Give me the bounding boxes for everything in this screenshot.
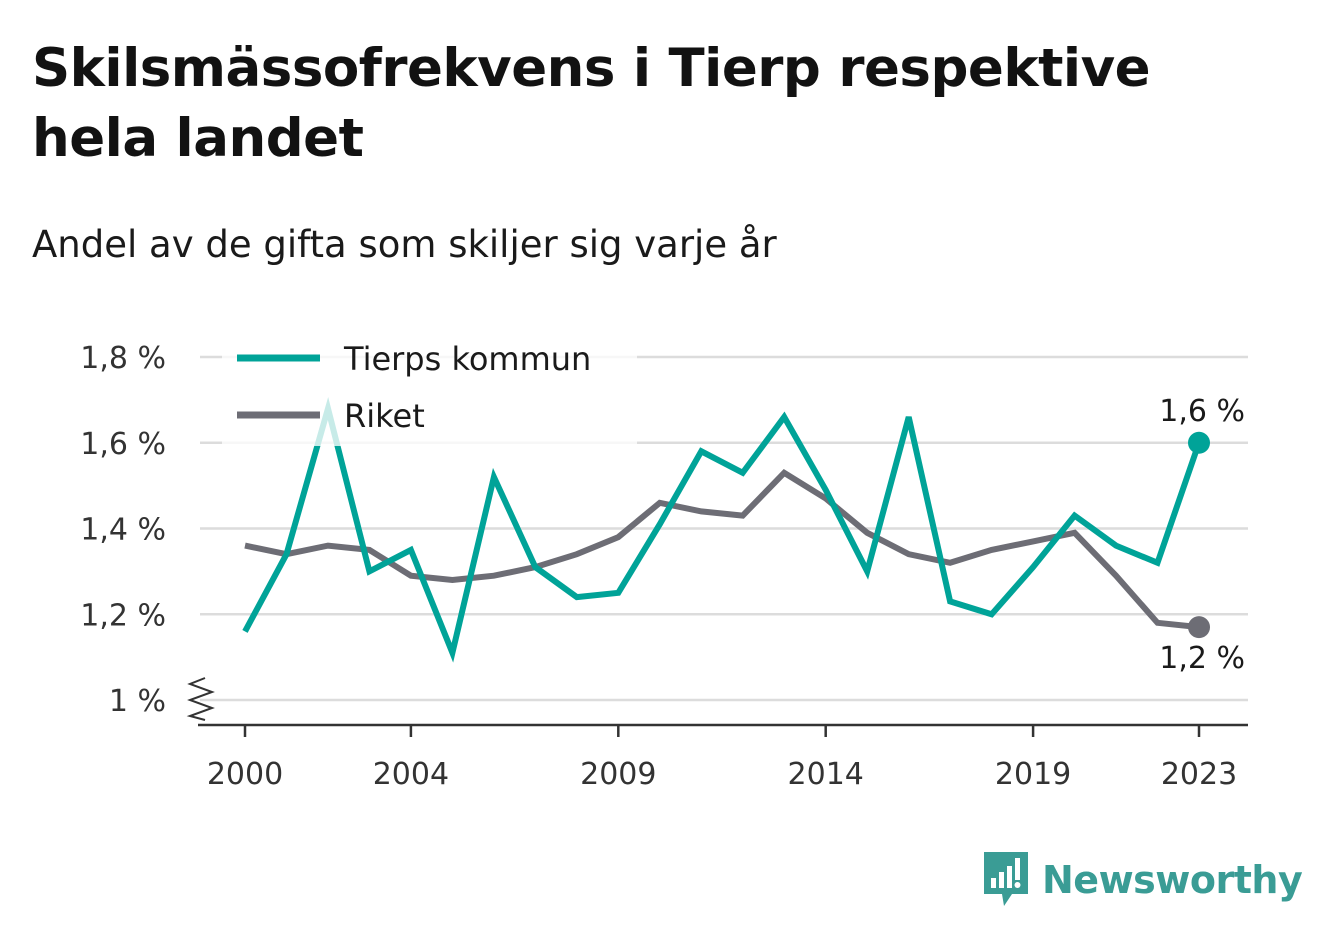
end-value-label: 1,2 % [1159,641,1245,676]
brand-logo: Newsworthy [982,850,1303,910]
series-line-1 [244,468,1200,631]
x-tick-label: 2014 [788,757,864,792]
series-line-0 [242,396,1202,663]
legend-background [222,328,637,446]
x-tick-label: 2023 [1161,757,1237,792]
legend-label: Riket [344,397,425,435]
end-value-label: 1,6 % [1159,394,1245,429]
y-tick-label: 1,2 % [80,598,166,633]
brand-name: Newsworthy [1042,858,1303,902]
x-tick-label: 2009 [580,757,656,792]
end-labels: 1,6 % 1,2 % [1159,394,1245,676]
end-marker [1188,431,1210,454]
legend: Tierps kommun Riket [222,328,637,446]
y-tick-label: 1,8 % [80,341,166,376]
y-tick-label: 1 % [109,684,166,719]
x-tick-label: 2004 [373,757,449,792]
newsworthy-logo-icon [984,852,1028,906]
legend-label: Tierps kommun [343,340,591,378]
x-axis: 2000 2004 2009 2014 2019 2023 [198,723,1248,792]
y-tick-label: 1,4 % [80,513,166,548]
end-marker [1188,616,1210,639]
chart-subtitle: Andel av de gifta som skiljer sig varje … [32,223,777,266]
y-tick-label: 1,6 % [80,427,166,462]
chart-title: Skilsmässofrekvens i Tierp respektive he… [32,38,1151,169]
y-axis: 1 % 1,2 % 1,4 % 1,6 % 1,8 % [80,341,215,721]
series-group [242,396,1202,663]
x-tick-label: 2000 [207,757,283,792]
x-tick-label: 2019 [995,757,1071,792]
axis-break-icon [186,677,215,721]
